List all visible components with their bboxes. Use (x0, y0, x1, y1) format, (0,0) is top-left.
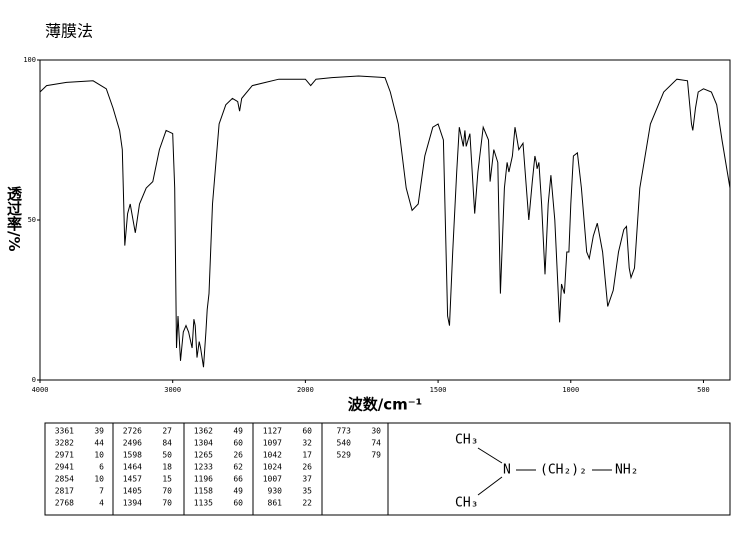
peak-transmittance: 50 (162, 451, 172, 460)
peak-wavenumber: 2971 (55, 451, 74, 460)
peak-transmittance: 37 (302, 475, 312, 484)
chart-title: 薄膜法 (45, 22, 93, 41)
peak-transmittance: 70 (162, 499, 172, 508)
x-tick-label: 4000 (32, 386, 49, 394)
peak-transmittance: 10 (94, 451, 104, 460)
peak-wavenumber: 2817 (55, 487, 74, 496)
peak-wavenumber: 1394 (123, 499, 142, 508)
peak-wavenumber: 2854 (55, 475, 74, 484)
y-tick-label: 0 (32, 376, 36, 384)
structure-label: CH₃ (455, 496, 478, 511)
peak-wavenumber: 1362 (194, 427, 213, 436)
peak-wavenumber: 2768 (55, 499, 74, 508)
peak-wavenumber: 1196 (194, 475, 213, 484)
peak-wavenumber: 3282 (55, 439, 74, 448)
peak-wavenumber: 2496 (123, 439, 142, 448)
peak-transmittance: 39 (94, 427, 104, 436)
peak-transmittance: 10 (94, 475, 104, 484)
peak-wavenumber: 1024 (263, 463, 282, 472)
y-tick-label: 100 (23, 56, 36, 64)
x-tick-label: 500 (697, 386, 710, 394)
peak-transmittance: 22 (302, 499, 312, 508)
peak-transmittance: 17 (302, 451, 312, 460)
peak-wavenumber: 1304 (194, 439, 213, 448)
x-axis-label: 波数/cm⁻¹ (348, 396, 423, 414)
peak-transmittance: 35 (302, 487, 312, 496)
peak-transmittance: 49 (233, 487, 243, 496)
x-tick-label: 1000 (562, 386, 579, 394)
peak-transmittance: 66 (233, 475, 243, 484)
spectrum-line (39, 75, 731, 368)
peak-wavenumber: 1007 (263, 475, 282, 484)
peak-wavenumber: 2941 (55, 463, 74, 472)
peak-wavenumber: 1135 (194, 499, 213, 508)
peak-wavenumber: 1158 (194, 487, 213, 496)
y-tick-label: 50 (28, 216, 36, 224)
structure-label: NH₂ (615, 463, 638, 478)
peak-wavenumber: 1405 (123, 487, 142, 496)
y-axis-label: 透过率/% (5, 186, 23, 252)
structure: CH₃ N (CH₂)₂ NH₂ CH₃ (455, 433, 638, 511)
peak-transmittance: 7 (99, 487, 104, 496)
peak-transmittance: 15 (162, 475, 172, 484)
peak-wavenumber: 773 (337, 427, 352, 436)
peak-wavenumber: 1097 (263, 439, 282, 448)
plot-frame (39, 59, 731, 381)
bonds (477, 447, 612, 496)
peak-transmittance: 27 (162, 427, 172, 436)
peak-transmittance: 60 (233, 499, 243, 508)
peak-transmittance: 26 (302, 463, 312, 472)
peak-wavenumber: 2726 (123, 427, 142, 436)
peak-transmittance: 18 (162, 463, 172, 472)
x-tick-label: 2000 (297, 386, 314, 394)
structure-label: N (503, 463, 511, 478)
peak-transmittance: 74 (371, 439, 381, 448)
peak-wavenumber: 1042 (263, 451, 282, 460)
peak-wavenumber: 1598 (123, 451, 142, 460)
peak-transmittance: 4 (99, 499, 104, 508)
peak-wavenumber: 529 (337, 451, 352, 460)
peak-wavenumber: 3361 (55, 427, 74, 436)
peak-wavenumber: 1457 (123, 475, 142, 484)
peak-wavenumber: 540 (337, 439, 352, 448)
peak-wavenumber: 1233 (194, 463, 213, 472)
structure-label: CH₃ (455, 433, 478, 448)
peak-transmittance: 79 (371, 451, 381, 460)
peak-transmittance: 44 (94, 439, 104, 448)
peak-wavenumber: 1464 (123, 463, 142, 472)
x-tick-label: 3000 (164, 386, 181, 394)
peak-transmittance: 49 (233, 427, 243, 436)
table-dividers (112, 423, 389, 515)
peak-transmittance: 32 (302, 439, 312, 448)
peak-wavenumber: 861 (268, 499, 283, 508)
structure-label: (CH₂)₂ (540, 463, 587, 478)
peak-transmittance: 84 (162, 439, 172, 448)
peak-wavenumber: 930 (268, 487, 283, 496)
x-tick-label: 1500 (430, 386, 447, 394)
peak-transmittance: 26 (233, 451, 243, 460)
peak-wavenumber: 1265 (194, 451, 213, 460)
peak-transmittance: 30 (371, 427, 381, 436)
peak-wavenumber: 1127 (263, 427, 282, 436)
peak-transmittance: 60 (233, 439, 243, 448)
peak-transmittance: 6 (99, 463, 104, 472)
peak-transmittance: 62 (233, 463, 243, 472)
peak-transmittance: 70 (162, 487, 172, 496)
peak-transmittance: 60 (302, 427, 312, 436)
